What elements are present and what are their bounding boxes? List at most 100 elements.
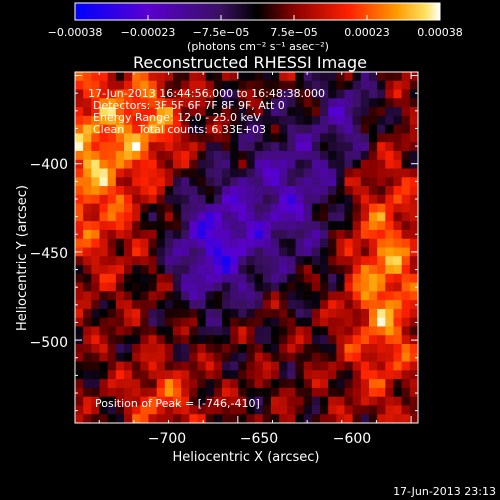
heatmap-cell [393,107,403,117]
heatmap-cell [99,221,109,231]
heatmap-cell [246,98,256,108]
heatmap-cell [115,177,125,187]
heatmap-cell [401,168,411,178]
heatmap-cell [124,387,133,398]
heatmap-cell [124,291,133,301]
heatmap-cell [124,203,133,214]
heatmap-cell [336,194,346,205]
heatmap-cell [336,300,346,310]
heatmap-cell [295,142,305,152]
heatmap-cell [360,344,370,354]
heatmap-cell [197,273,207,284]
heatmap-cell [409,194,418,205]
heatmap-cell [393,300,403,310]
heatmap-cell [115,370,125,380]
heatmap-cell [83,177,92,187]
heatmap-cell [336,326,346,336]
heatmap-cell [377,396,386,407]
heatmap-cell [385,273,395,284]
heatmap-cell [148,98,158,108]
heatmap-cell [303,229,313,240]
heatmap-cell [140,370,150,380]
heatmap-cell [148,142,158,152]
heatmap-cell [303,203,313,214]
heatmap-cell [369,387,378,398]
heatmap-cell [230,72,239,82]
heatmap-cell [311,405,321,415]
heatmap-cell [377,221,386,231]
heatmap-cell [115,115,125,126]
heatmap-cell [369,177,378,187]
heatmap-cell [107,168,117,178]
heatmap-cell [230,282,239,292]
heatmap-cell [320,396,329,407]
heatmap-cell [124,405,133,415]
heatmap-cell [336,396,346,407]
heatmap-cell [238,335,248,345]
heatmap-cell [140,256,150,266]
heatmap-cell [222,168,231,178]
heatmap-cell [115,405,125,415]
heatmap-cell [328,221,337,231]
heatmap-cell [189,159,199,170]
heatmap-cell [369,414,378,423]
heatmap-cell [222,150,231,161]
heatmap-cell [238,256,248,266]
heatmap-cell [246,221,256,231]
heatmap-cell [140,317,150,328]
heatmap-cell [246,229,256,240]
heatmap-cell [181,308,190,319]
heatmap-cell [369,98,378,108]
heatmap-cell [164,72,174,82]
heatmap-cell [385,159,395,170]
heatmap-cell [197,80,207,91]
heatmap-cell [132,159,141,170]
timestamp: 17-Jun-2013 23:13 [393,485,496,498]
heatmap-cell [173,273,182,284]
heatmap-cell [197,379,207,389]
heatmap-cell [279,256,288,266]
heatmap-cell [238,238,248,249]
heatmap-cell [238,72,248,82]
heatmap-cell [295,317,305,328]
heatmap-cell [99,396,109,407]
heatmap-cell [173,221,182,231]
heatmap-cell [213,387,223,398]
heatmap-cell [385,229,395,240]
heatmap-cell [148,335,158,345]
heatmap-cell [352,80,362,91]
heatmap-cell [279,238,288,249]
heatmap-cell [254,414,264,423]
heatmap-cell [295,326,305,336]
heatmap-cell [148,265,158,275]
heatmap-cell [75,379,84,389]
heatmap-cell [344,344,354,354]
heatmap-cell [173,72,182,82]
heatmap-cell [369,247,378,257]
heatmap-cell [132,344,141,354]
heatmap-cell [156,344,166,354]
heatmap-cell [360,238,370,249]
plot-frame [74,71,419,424]
heatmap-cell [205,107,215,117]
heatmap-cell [173,326,182,336]
heatmap-cell [303,168,313,178]
heatmap-cell [295,396,305,407]
heatmap-cell [230,98,239,108]
heatmap-cell [369,150,378,161]
heatmap-cell [385,177,395,187]
heatmap-cell [238,203,248,214]
heatmap-cell [148,387,158,398]
y-axis-label: Heliocentric Y (arcsec) [15,185,30,331]
heatmap-cell [328,414,337,423]
heatmap-cell [360,115,370,126]
heatmap-cell [352,203,362,214]
heatmap-cell [197,194,207,205]
heatmap-cell [393,405,403,415]
heatmap-cell [140,229,150,240]
heatmap-cell [320,89,329,99]
heatmap-cell [295,282,305,292]
heatmap-cell [115,317,125,328]
heatmap-cell [352,247,362,257]
heatmap-cell [230,317,239,328]
